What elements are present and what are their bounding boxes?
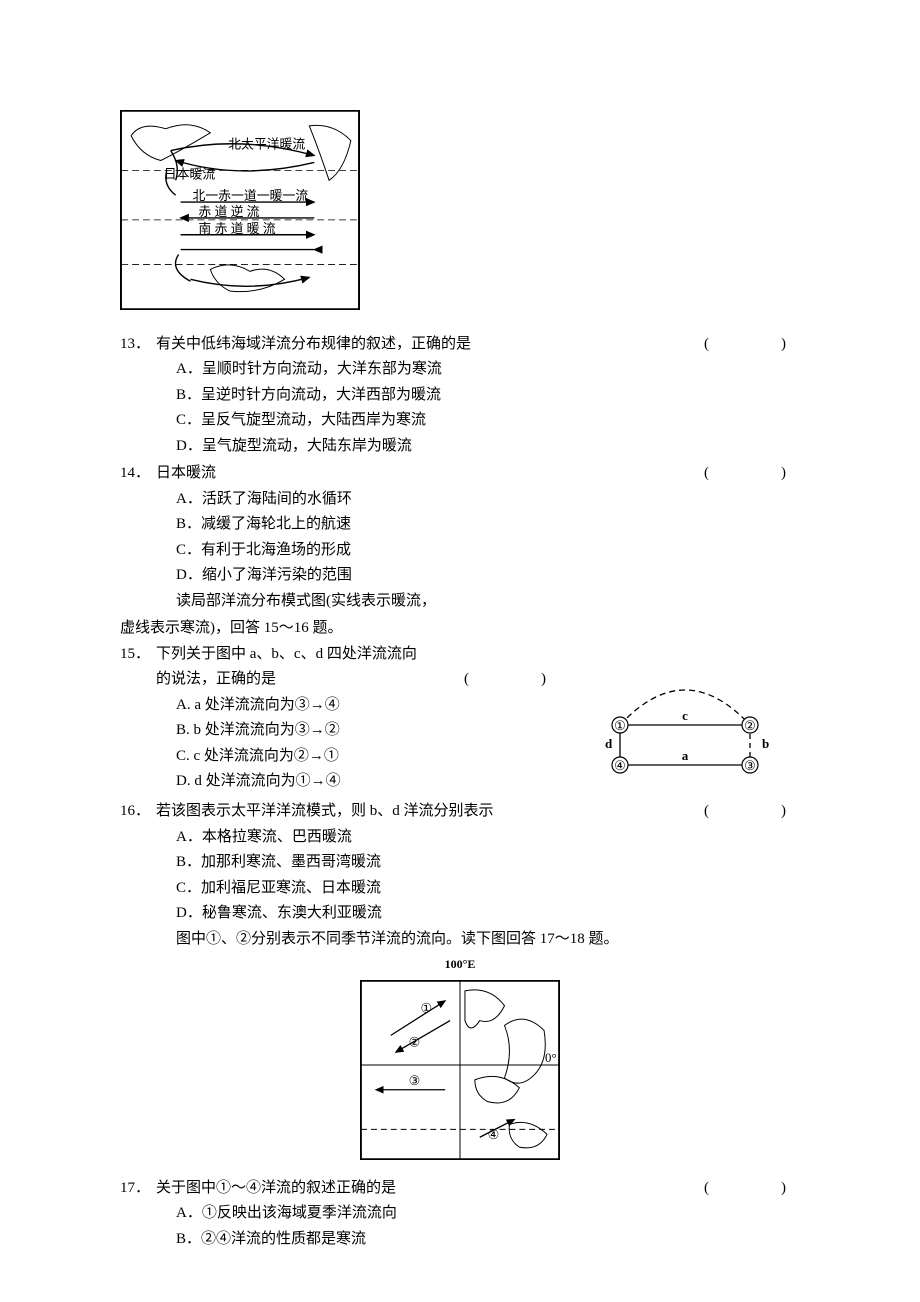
q13-option-c: C．呈反气旋型流动，大陆西岸为寒流 bbox=[176, 408, 800, 434]
q16-option-a: A．本格拉寒流、巴西暖流 bbox=[176, 825, 800, 851]
svg-text:d: d bbox=[605, 736, 613, 751]
svg-text:②: ② bbox=[409, 1036, 421, 1050]
q16-option-c: C．加利福尼亚寒流、日本暖流 bbox=[176, 876, 800, 902]
q14-option-c: C．有利于北海渔场的形成 bbox=[176, 538, 800, 564]
q16-number: 16． bbox=[120, 799, 156, 825]
current-schematic-figure: ① ② ③ ④ c a b d bbox=[570, 642, 800, 800]
q16-option-d: D．秘鲁寒流、东澳大利亚暖流 bbox=[176, 901, 800, 927]
q13-paren: ( ) bbox=[704, 332, 800, 358]
svg-text:日本暖流: 日本暖流 bbox=[164, 167, 216, 181]
ocean-map-svg: 北太平洋暖流 日本暖流 北一赤一道一暖一流 赤 道 逆 流 南 赤 道 暖 流 bbox=[120, 110, 360, 310]
svg-text:北一赤一道一暖一流: 北一赤一道一暖一流 bbox=[192, 189, 308, 203]
intro-17-18: 图中①、②分别表示不同季节洋流的流向。读下图回答 17～18 题。 bbox=[120, 927, 800, 953]
q15-number: 15． bbox=[120, 642, 156, 668]
question-15: 15． 下列关于图中 a、b、c、d 四处洋流流向 的说法，正确的是 ( ) A… bbox=[120, 642, 570, 795]
q17-paren: ( ) bbox=[704, 1176, 800, 1202]
svg-text:①: ① bbox=[614, 718, 626, 733]
q16-paren: ( ) bbox=[704, 799, 800, 825]
svg-text:a: a bbox=[682, 748, 689, 763]
q14-number: 14． bbox=[120, 461, 156, 487]
svg-text:北太平洋暖流: 北太平洋暖流 bbox=[228, 138, 305, 152]
seasonal-current-figure: 100°E ① ② ③ ④ 0° bbox=[120, 954, 800, 1176]
q14-paren: ( ) bbox=[704, 461, 800, 487]
question-17: 17． 关于图中①～④洋流的叙述正确的是 ( ) A．①反映出该海域夏季洋流流向… bbox=[120, 1176, 800, 1253]
svg-text:④: ④ bbox=[488, 1129, 500, 1143]
q15-option-c: C. c 处洋流流向为②→① bbox=[176, 744, 570, 770]
schematic-svg: ① ② ③ ④ c a b d bbox=[590, 670, 790, 790]
q13-option-b: B．呈逆时针方向流动，大洋西部为暖流 bbox=[176, 383, 800, 409]
svg-text:③: ③ bbox=[744, 758, 756, 773]
svg-text:③: ③ bbox=[409, 1074, 421, 1088]
q17-option-b: B．②④洋流的性质都是寒流 bbox=[176, 1227, 800, 1253]
q14-option-a: A．活跃了海陆间的水循环 bbox=[176, 487, 800, 513]
svg-text:南 赤 道 暖 流: 南 赤 道 暖 流 bbox=[198, 221, 275, 236]
intro-15-16-line2: 虚线表示寒流)，回答 15～16 题。 bbox=[120, 616, 800, 642]
q15-option-d: D. d 处洋流流向为①→④ bbox=[176, 769, 570, 795]
q13-number: 13． bbox=[120, 332, 156, 358]
seasonal-svg: ① ② ③ ④ 0° bbox=[360, 980, 560, 1160]
q15-stem-1: 下列关于图中 a、b、c、d 四处洋流流向 bbox=[156, 642, 570, 668]
svg-text:①: ① bbox=[420, 1002, 432, 1016]
q15-option-a: A. a 处洋流流向为③→④ bbox=[176, 693, 570, 719]
q15-option-b: B. b 处洋流流向为③→② bbox=[176, 718, 570, 744]
question-16: 16． 若该图表示太平洋洋流模式，则 b、d 洋流分别表示 ( ) A．本格拉寒… bbox=[120, 799, 800, 952]
q16-option-b: B．加那利寒流、墨西哥湾暖流 bbox=[176, 850, 800, 876]
svg-text:0°: 0° bbox=[545, 1051, 557, 1065]
intro-15-16-line1: 读局部洋流分布模式图(实线表示暖流， bbox=[120, 589, 800, 615]
q14-option-d: D．缩小了海洋污染的范围 bbox=[176, 563, 800, 589]
svg-text:②: ② bbox=[744, 718, 756, 733]
q13-option-d: D．呈气旋型流动，大陆东岸为暖流 bbox=[176, 434, 800, 460]
svg-text:赤 道 逆 流: 赤 道 逆 流 bbox=[198, 204, 259, 219]
svg-text:b: b bbox=[762, 736, 769, 751]
q14-option-b: B．减缓了海轮北上的航速 bbox=[176, 512, 800, 538]
q17-number: 17． bbox=[120, 1176, 156, 1202]
question-14: 14． 日本暖流 ( ) A．活跃了海陆间的水循环 B．减缓了海轮北上的航速 C… bbox=[120, 461, 800, 614]
q15-paren: ( ) bbox=[464, 667, 560, 693]
q17-option-a: A．①反映出该海域夏季洋流流向 bbox=[176, 1201, 800, 1227]
question-13: 13． 有关中低纬海域洋流分布规律的叙述，正确的是 ( ) A．呈顺时针方向流动… bbox=[120, 332, 800, 460]
svg-text:c: c bbox=[682, 708, 688, 723]
q13-option-a: A．呈顺时针方向流动，大洋东部为寒流 bbox=[176, 357, 800, 383]
svg-text:④: ④ bbox=[614, 758, 626, 773]
fig3-top-label: 100°E bbox=[120, 954, 800, 974]
q15-stem-2: 的说法，正确的是 bbox=[156, 671, 276, 687]
ocean-current-map-figure: 北太平洋暖流 日本暖流 北一赤一道一暖一流 赤 道 逆 流 南 赤 道 暖 流 bbox=[120, 110, 800, 320]
